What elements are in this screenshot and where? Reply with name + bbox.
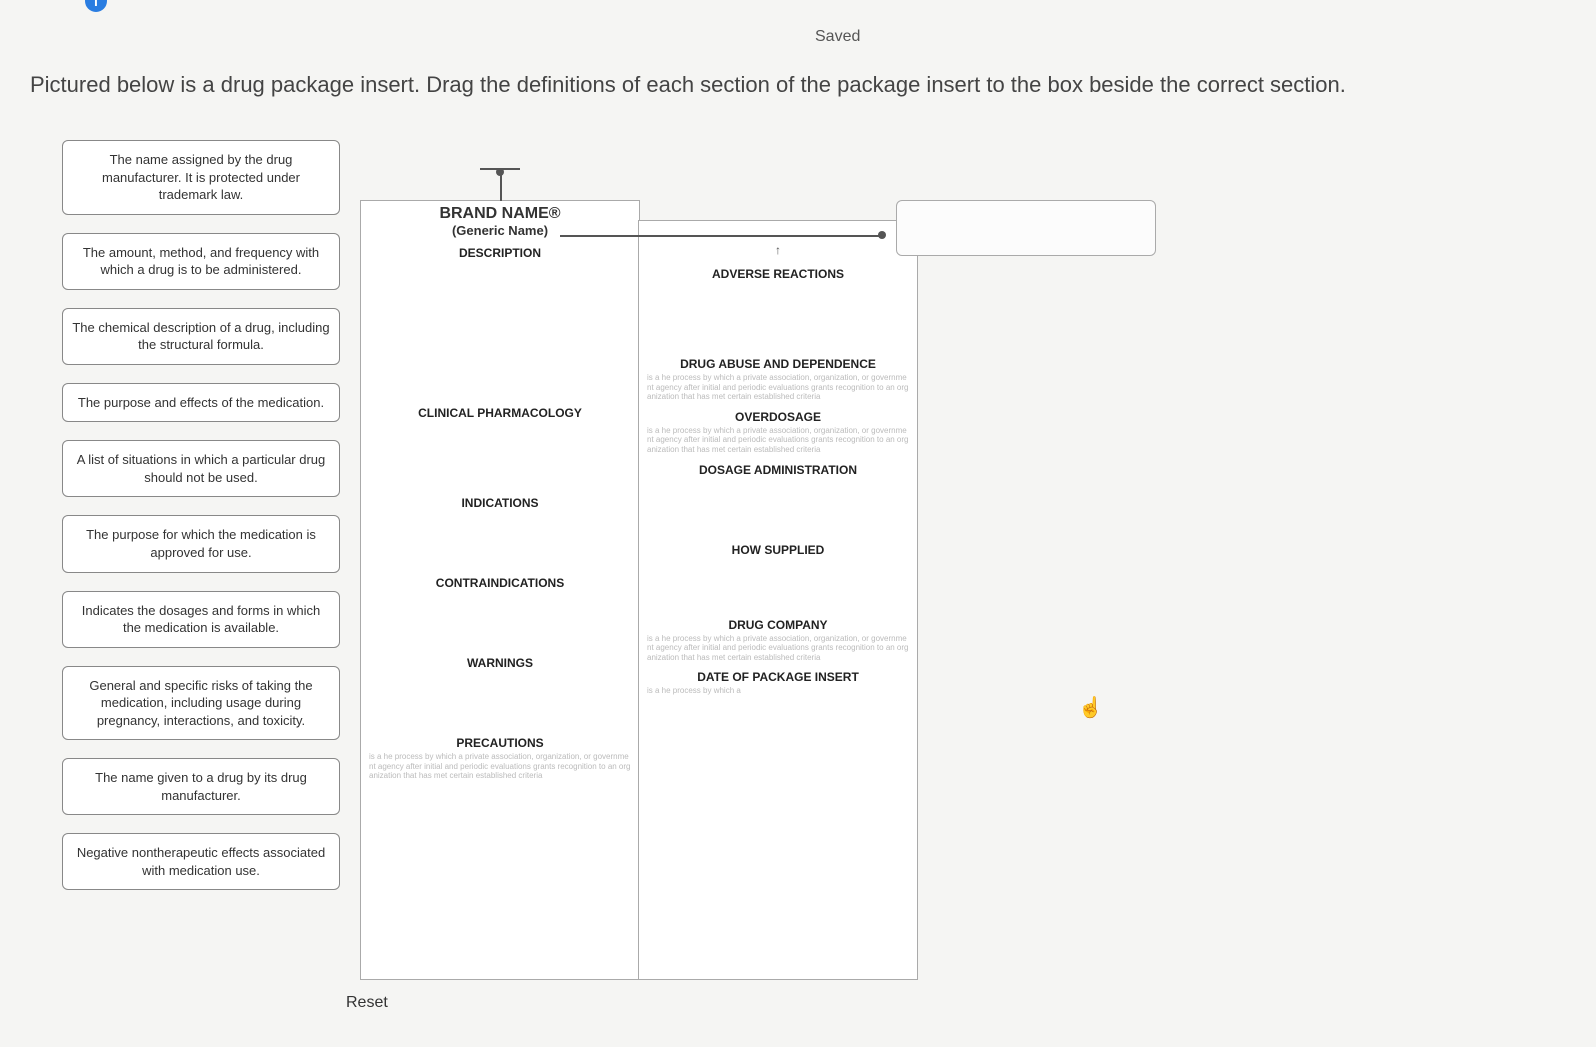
section-contraindications: CONTRAINDICATIONS [361,576,639,590]
section-how-supplied: HOW SUPPLIED [639,543,917,557]
reset-button[interactable]: Reset [338,990,396,1016]
section-drug-abuse: DRUG ABUSE AND DEPENDENCE [639,357,917,371]
definition-card[interactable]: General and specific risks of taking the… [62,666,340,741]
filler-text: is a he process by which a private assoc… [639,632,917,665]
definition-card[interactable]: The name given to a drug by its drug man… [62,758,340,815]
filler-text: is a he process by which a private assoc… [639,371,917,404]
section-dosage-admin: DOSAGE ADMINISTRATION [639,463,917,477]
section-overdosage: OVERDOSAGE [639,410,917,424]
definition-card[interactable]: The name assigned by the drug manufactur… [62,140,340,215]
section-adverse-reactions: ADVERSE REACTIONS [639,267,917,281]
cursor-hand-icon: ☝ [1078,695,1103,720]
definition-card[interactable]: The purpose for which the medication is … [62,515,340,572]
insert-right-page: ↑ ADVERSE REACTIONS DRUG ABUSE AND DEPEN… [638,220,918,980]
definition-card[interactable]: The chemical description of a drug, incl… [62,308,340,365]
filler-text: is a he process by which a private assoc… [639,424,917,457]
section-description: DESCRIPTION [361,246,639,260]
question-text: Pictured below is a drug package insert.… [30,70,1576,101]
section-indications: INDICATIONS [361,496,639,510]
leader-line [500,171,502,201]
drop-target[interactable] [896,200,1156,256]
filler-text: is a he process by which a [639,684,917,698]
filler-text: is a he process by which a private assoc… [361,750,639,783]
arrow-icon: ↑ [775,243,781,257]
section-warnings: WARNINGS [361,656,639,670]
leader-line [480,168,520,170]
definitions-column: The name assigned by the drug manufactur… [62,140,340,908]
definition-card[interactable]: A list of situations in which a particul… [62,440,340,497]
section-drug-company: DRUG COMPANY [639,618,917,632]
insert-left-page: BRAND NAME® (Generic Name) DESCRIPTION C… [360,200,640,980]
definition-card[interactable]: The amount, method, and frequency with w… [62,233,340,290]
section-precautions: PRECAUTIONS [361,736,639,750]
package-insert-diagram: BRAND NAME® (Generic Name) DESCRIPTION C… [360,160,1360,1000]
section-clinical-pharmacology: CLINICAL PHARMACOLOGY [361,406,639,420]
info-icon[interactable]: i [85,0,107,12]
definition-card[interactable]: Negative nontherapeutic effects associat… [62,833,340,890]
leader-line [560,235,880,237]
definition-card[interactable]: The purpose and effects of the medicatio… [62,383,340,423]
brand-name-label: BRAND NAME® [361,205,639,223]
section-date-insert: DATE OF PACKAGE INSERT [639,670,917,684]
saved-status: Saved [815,28,860,46]
definition-card[interactable]: Indicates the dosages and forms in which… [62,591,340,648]
leader-dot [878,231,886,239]
